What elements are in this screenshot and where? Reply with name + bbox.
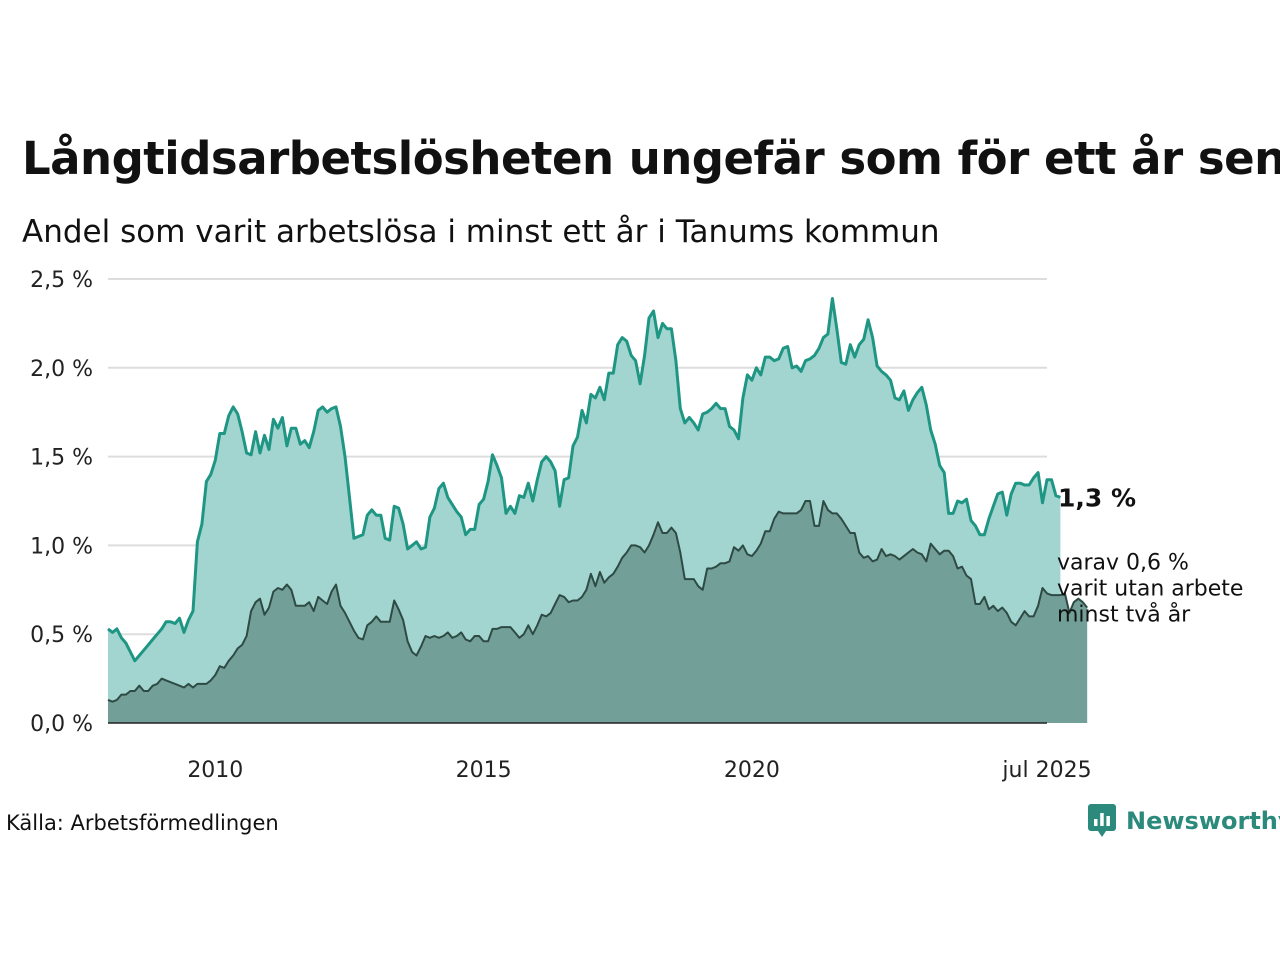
x-axis-ticks: 2010 2015 2020 jul 2025 xyxy=(187,758,1091,783)
y-tick-label: 2,0 % xyxy=(30,357,93,382)
x-tick-label: 2015 xyxy=(456,758,512,783)
y-tick-label: 1,0 % xyxy=(30,534,93,559)
chart-subtitle: Andel som varit arbetslösa i minst ett å… xyxy=(22,214,940,250)
end-value-label: 1,3 % xyxy=(1058,483,1136,512)
note-line: varit utan arbete xyxy=(1057,577,1243,602)
y-axis-ticks: 0,0 % 0,5 % 1,0 % 1,5 % 2,0 % 2,5 % xyxy=(30,268,93,737)
long-term-note: varav 0,6 % varit utan arbete minst två … xyxy=(1057,551,1250,628)
x-tick-label: jul 2025 xyxy=(1001,758,1091,783)
y-tick-label: 0,0 % xyxy=(30,712,93,737)
y-tick-label: 0,5 % xyxy=(30,623,93,648)
y-tick-label: 2,5 % xyxy=(30,268,93,293)
note-line: varav 0,6 % xyxy=(1057,551,1189,576)
line-long-term-unemployed xyxy=(107,500,1088,703)
area-long-term-unemployed xyxy=(108,501,1088,723)
newsworthy-logo-icon xyxy=(1088,804,1116,837)
brand-logo: Newsworthy xyxy=(1088,804,1280,838)
x-tick-label: 2010 xyxy=(187,758,243,783)
chart-title: Långtidsarbetslösheten ungefär som för e… xyxy=(22,132,1280,185)
x-tick-label: 2020 xyxy=(724,758,780,783)
y-tick-label: 1,5 % xyxy=(30,446,93,471)
brand-name: Newsworthy xyxy=(1126,807,1280,835)
line-total-unemployed xyxy=(107,297,1061,663)
source-note: Källa: Arbetsförmedlingen xyxy=(6,811,279,835)
note-line: minst två år xyxy=(1057,602,1191,628)
